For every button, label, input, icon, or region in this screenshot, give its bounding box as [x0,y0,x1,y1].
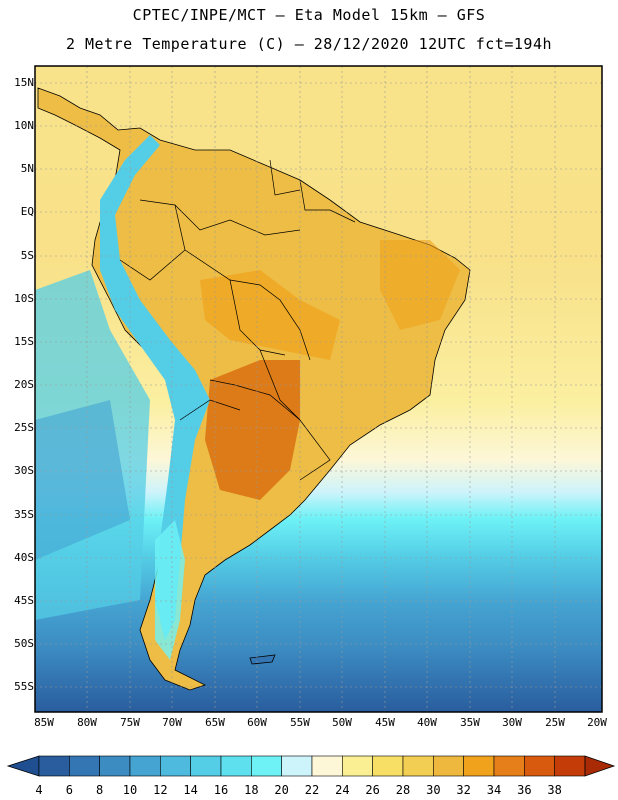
colorbar-label: 32 [456,783,471,797]
colorbar-cell [342,755,373,777]
lon-label-20w: 20W [587,716,607,729]
lat-label-50s: 50S [14,637,34,650]
lon-label-45w: 45W [375,716,395,729]
pacific-colder-region [35,400,130,560]
colorbar-label: 26 [365,783,380,797]
colorbar [6,755,616,777]
colorbar-cell [190,755,222,777]
colorbar-cell [311,755,343,777]
hot-interior-region [205,360,300,500]
lat-label-55s: 55S [14,680,34,693]
colorbar-cell [372,755,404,777]
colorbar-label: 8 [96,783,104,797]
colorbar-label: 6 [65,783,73,797]
colorbar-cell [554,755,586,777]
colorbar-label: 28 [395,783,411,797]
lon-label-50w: 50W [332,716,352,729]
colorbar-over-arrow [584,755,616,777]
lon-label-60w: 60W [247,716,267,729]
colorbar-label: 24 [335,783,350,797]
map-field [35,66,602,712]
lat-label-40s: 40S [14,551,34,564]
lon-label-40w: 40W [417,716,437,729]
northeast-warm-region [380,240,460,330]
lon-label-70w: 70W [162,716,182,729]
colorbar-label: 20 [274,783,289,797]
colorbar-cell [160,755,191,777]
lat-label-5n: 5N [20,162,34,175]
colorbar-label: 36 [517,783,532,797]
lat-label-25s: 25S [14,421,34,434]
warm-interior-region [200,270,340,360]
colorbar-label: 22 [304,783,320,797]
colorbar-cell [129,755,161,777]
lon-label-65w: 65W [205,716,225,729]
colorbar-under-arrow [6,755,40,777]
colorbar-label: 14 [183,783,198,797]
colorbar-cell [220,755,252,777]
lon-label-85w: 85W [34,716,54,729]
colorbar-label: 4 [35,783,43,797]
colorbar-label: 16 [213,783,229,797]
colorbar-label: 34 [486,783,502,797]
lat-label-30s: 30S [14,464,34,477]
lat-label-5s: 5S [20,249,34,262]
lat-label-45s: 45S [14,594,34,607]
lon-label-30w: 30W [502,716,522,729]
lon-label-55w: 55W [290,716,310,729]
andes-cold-strip [100,135,210,640]
lat-label-15n: 15N [14,76,34,89]
colorbar-cell [281,755,313,777]
colorbar-cell [402,755,434,777]
map-title-line-1: CPTEC/INPE/MCT – Eta Model 15km – GFS [132,6,486,24]
map-frame [34,65,603,713]
colorbar-label: 18 [244,783,259,797]
country-borders [119,159,356,481]
colorbar-cell [433,755,464,777]
colorbar-cell [69,755,100,777]
lat-label-15s: 15S [14,335,34,348]
lon-label-80w: 80W [77,716,97,729]
colorbar-label: 38 [547,783,562,797]
lat-label-10n: 10N [14,119,34,132]
colorbar-cell [251,755,282,777]
colorbar-label: 10 [122,783,138,797]
colorbar-cell [493,755,525,777]
lat-label-35s: 35S [14,508,34,521]
colorbar-label: 30 [426,783,441,797]
lat-label-20s: 20S [14,378,34,391]
falkland-islands [249,654,276,665]
lon-label-25w: 25W [545,716,565,729]
colorbar-cell [99,755,131,777]
lat-label-eq: EQ [20,205,34,218]
colorbar-cell [463,755,495,777]
colorbar-cell [524,755,555,777]
colorbar-label: 12 [153,783,168,797]
colorbar-cell [38,755,70,777]
lon-label-35w: 35W [460,716,480,729]
map-title-line-2: 2 Metre Temperature (C) – 28/12/2020 12U… [65,35,553,53]
lat-label-10s: 10S [14,292,34,305]
lon-label-75w: 75W [120,716,140,729]
patagonia-cool-strip [155,520,185,660]
